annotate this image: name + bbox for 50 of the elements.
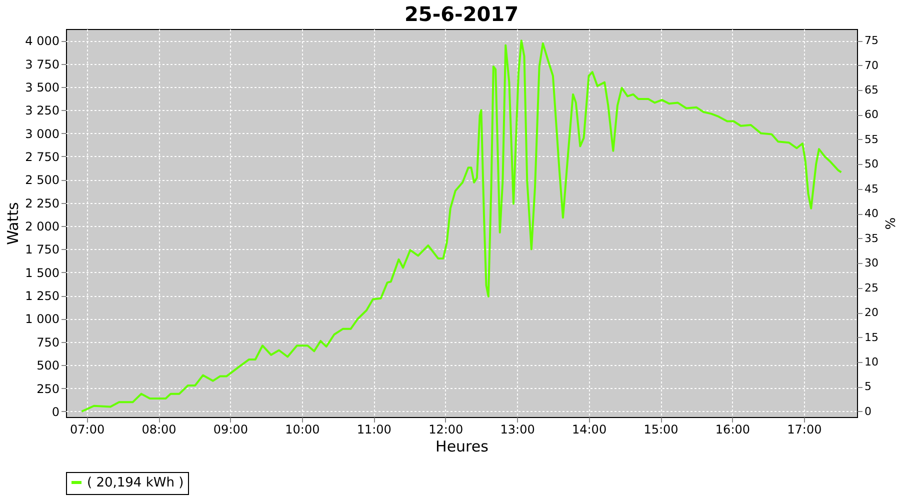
y-tick-label: 3 000 <box>25 126 60 141</box>
x-tick-label: 15:00 <box>644 422 678 436</box>
x-tick-label: 11:00 <box>356 422 392 436</box>
y-tick-label: 2 500 <box>25 173 60 188</box>
y-tick-label: 3 750 <box>25 57 60 72</box>
y2-tick-label: 0 <box>864 404 872 418</box>
y2-tick-label: 15 <box>864 330 878 344</box>
y-tick-label: 1 000 <box>25 312 60 326</box>
y2-tick-label: 70 <box>864 58 878 72</box>
y-tick-label: 1 250 <box>25 289 60 304</box>
y2-axis-title: % <box>881 217 896 230</box>
y2-tick-label: 55 <box>864 132 878 146</box>
y2-tick-label: 65 <box>864 84 878 97</box>
y-tick-label: 1 500 <box>25 266 60 280</box>
y2-tick-label: 35 <box>864 232 878 245</box>
x-tick-label: 07:00 <box>70 422 105 436</box>
y-tick-label: 0 <box>52 404 60 419</box>
y2-tick-label: 40 <box>864 207 878 220</box>
y2-tick-label: 60 <box>864 108 878 122</box>
y-tick-label: 500 <box>36 358 60 373</box>
chart-title: 25-6-2017 <box>404 2 519 26</box>
y-tick-label: 2 750 <box>25 150 60 164</box>
x-tick-label: 09:00 <box>213 422 248 436</box>
y2-tick-label: 50 <box>864 158 878 171</box>
y-tick-label: 250 <box>36 382 60 396</box>
x-tick-label: 13:00 <box>500 422 535 436</box>
x-tick-label: 10:00 <box>285 422 320 436</box>
y2-tick-label: 75 <box>864 34 878 48</box>
y2-tick-label: 20 <box>864 306 878 320</box>
y-axis-title: Watts <box>4 202 22 245</box>
y2-tick-label: 5 <box>864 380 872 394</box>
x-tick-label: 17:00 <box>787 422 822 436</box>
x-axis-title: Heures <box>436 438 489 456</box>
x-tick-label: 16:00 <box>715 422 750 436</box>
y2-tick-label: 10 <box>864 355 878 368</box>
line-series <box>80 40 842 412</box>
x-tick-label: 12:00 <box>428 422 464 436</box>
y2-tick-label: 30 <box>864 256 878 270</box>
y-tick-label: 4 000 <box>25 34 60 48</box>
y-tick-label: 3 500 <box>25 80 60 94</box>
y-tick-label: 1 750 <box>25 242 60 257</box>
y2-tick-label: 45 <box>864 182 878 196</box>
y-tick-label: 2 000 <box>25 220 60 234</box>
x-tick-label: 08:00 <box>142 422 176 436</box>
y-tick-label: 750 <box>36 335 60 350</box>
y2-tick-label: 25 <box>864 281 878 294</box>
legend-label: ( 20,194 kWh ) <box>87 476 184 490</box>
y-tick-label: 2 250 <box>25 196 60 210</box>
y-tick-label: 3 250 <box>25 104 60 118</box>
x-tick-label: 14:00 <box>572 422 607 436</box>
